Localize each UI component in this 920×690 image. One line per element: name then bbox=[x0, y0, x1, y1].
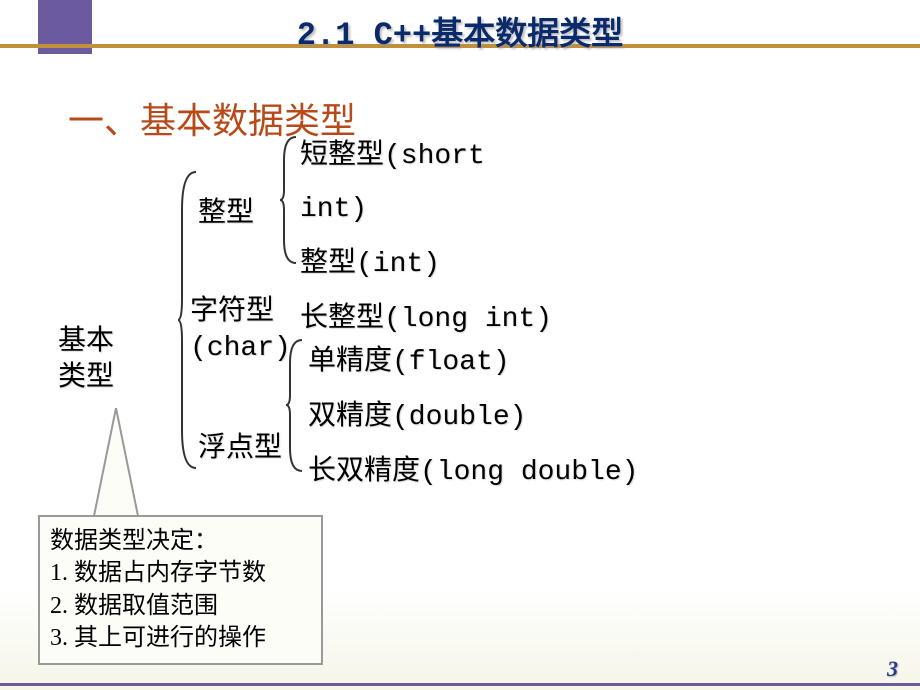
node-float: 浮点型 bbox=[198, 425, 282, 465]
callout-line2: 2. 数据取值范围 bbox=[50, 590, 311, 622]
node-single: 单精度(float) bbox=[308, 338, 510, 378]
node-longdouble: 长双精度(long double) bbox=[308, 448, 638, 488]
node-short: 短整型(short int) bbox=[300, 130, 485, 236]
slide-title: 2.1 C++基本数据类型 bbox=[0, 8, 920, 54]
callout-pointer bbox=[88, 408, 148, 518]
page-number: 3 bbox=[887, 656, 898, 682]
callout-line1: 1. 数据占内存字节数 bbox=[50, 557, 311, 589]
node-char: 字符型 (char) bbox=[190, 295, 291, 368]
short-l2: int) bbox=[300, 194, 367, 225]
node-long: 长整型(long int) bbox=[300, 295, 552, 335]
node-int: 整型(int) bbox=[300, 240, 440, 280]
callout-line3: 3. 其上可进行的操作 bbox=[50, 622, 311, 654]
brace-integer bbox=[280, 135, 298, 265]
node-root: 基本 类型 bbox=[58, 325, 114, 398]
char-l1: 字符型 bbox=[190, 297, 274, 328]
char-l2: (char) bbox=[190, 333, 291, 364]
node-double: 双精度(double) bbox=[308, 393, 526, 433]
root-l1: 基本 bbox=[58, 327, 114, 358]
callout-line0: 数据类型决定： bbox=[50, 525, 311, 557]
node-integer: 整型 bbox=[198, 190, 254, 230]
short-l1: 短整型(short bbox=[300, 141, 485, 172]
root-l2: 类型 bbox=[58, 363, 114, 394]
footer-line bbox=[0, 683, 920, 686]
brace-float bbox=[286, 338, 304, 473]
callout-box: 数据类型决定： 1. 数据占内存字节数 2. 数据取值范围 3. 其上可进行的操… bbox=[38, 515, 323, 665]
